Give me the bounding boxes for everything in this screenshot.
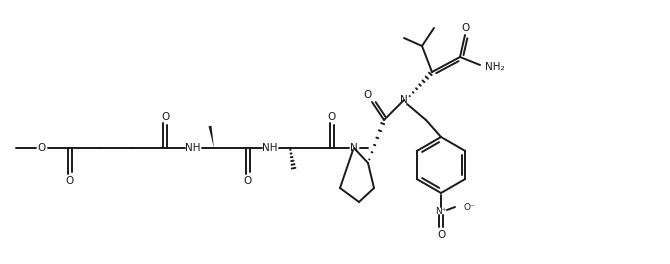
Polygon shape	[208, 126, 214, 148]
Text: O: O	[461, 23, 469, 33]
Text: O: O	[161, 112, 169, 122]
Text: O: O	[328, 112, 336, 122]
Text: NH: NH	[185, 143, 201, 153]
Text: N⁺: N⁺	[436, 206, 447, 215]
Text: O: O	[363, 90, 371, 100]
Text: O: O	[437, 230, 445, 240]
Text: NH: NH	[262, 143, 278, 153]
Text: N: N	[400, 95, 408, 105]
Text: O: O	[66, 176, 74, 186]
Text: O: O	[38, 143, 46, 153]
Text: N: N	[350, 143, 358, 153]
Text: NH₂: NH₂	[485, 62, 505, 72]
Text: O: O	[244, 176, 252, 186]
Text: O⁻: O⁻	[463, 202, 475, 211]
